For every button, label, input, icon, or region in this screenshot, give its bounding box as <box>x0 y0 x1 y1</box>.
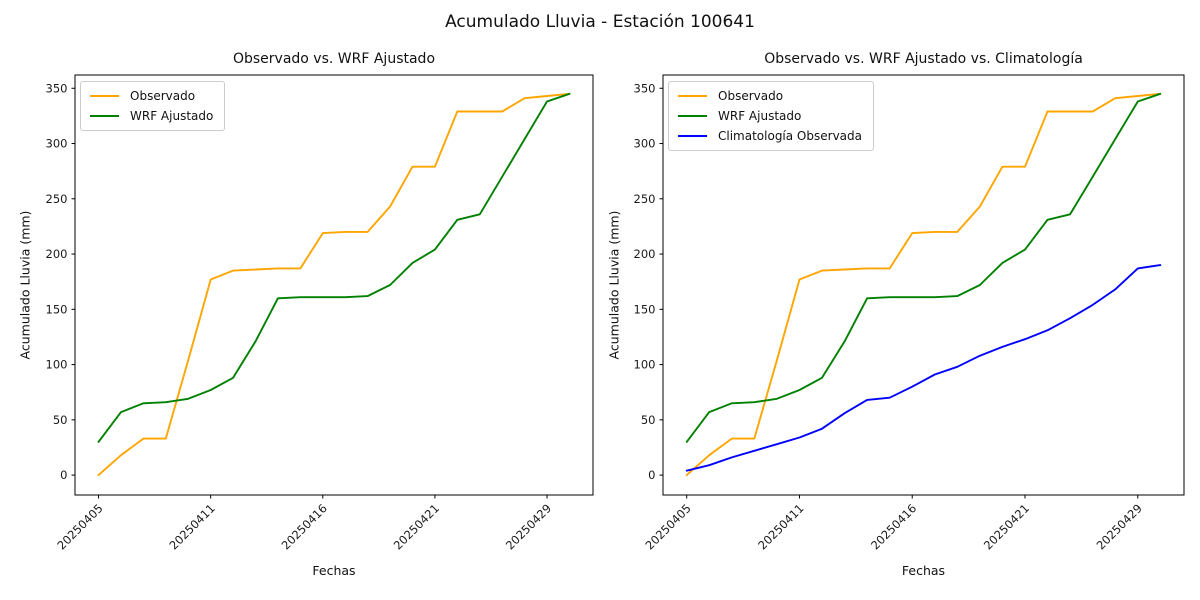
axes-border <box>662 74 1185 496</box>
y-tick-label: 50 <box>641 413 656 427</box>
y-tick-label: 350 <box>46 81 68 95</box>
x-tick-label: 20250405 <box>54 501 105 552</box>
y-tick-label: 200 <box>46 247 68 261</box>
legend-label: WRF Ajustado <box>130 109 214 123</box>
y-tick-label: 250 <box>634 192 656 206</box>
x-tick-label: 20250421 <box>981 501 1032 552</box>
x-tick-label: 20250416 <box>279 501 330 552</box>
figure-suptitle: Acumulado Lluvia - Estación 100641 <box>445 12 755 32</box>
series-line-observado <box>685 92 1162 477</box>
legend-item: Observado <box>90 89 213 103</box>
series-line-wrf-ajustado <box>97 92 571 443</box>
y-tick-label: 0 <box>60 468 67 482</box>
left-x-axis-label: Fechas <box>312 563 356 578</box>
observado-line-swatch <box>678 95 707 97</box>
y-tick-label: 50 <box>53 413 68 427</box>
observado-line-swatch <box>90 95 119 97</box>
y-tick-label: 300 <box>634 137 656 151</box>
y-tick-label: 100 <box>46 358 68 372</box>
series-line-climatolog-a-observada <box>685 264 1162 472</box>
legend-label: Observado <box>130 89 196 103</box>
y-tick-label: 0 <box>648 468 655 482</box>
legend-label: Climatología Observada <box>718 129 862 143</box>
x-tick-label: 20250416 <box>868 501 919 552</box>
x-tick-label: 20250429 <box>1094 501 1145 552</box>
left-axes: 0 50 100 150 200 250 300 350 20250405 20250411 202… <box>46 74 594 553</box>
legend-item: Climatología Observada <box>678 129 862 143</box>
y-tick-label: 100 <box>634 358 656 372</box>
y-tick-label: 350 <box>634 81 656 95</box>
right-x-axis-label: Fechas <box>901 563 946 578</box>
y-tick-label: 300 <box>46 137 68 151</box>
y-tick-label: 200 <box>634 247 656 261</box>
y-tick-label: 150 <box>46 302 68 316</box>
x-tick-label: 20250421 <box>391 501 442 552</box>
legend-item: WRF Ajustado <box>678 109 862 123</box>
legend-label: WRF Ajustado <box>718 109 802 123</box>
wrf-line-swatch <box>90 115 119 117</box>
y-tick-label: 150 <box>634 302 656 316</box>
series-line-wrf-ajustado <box>685 92 1162 443</box>
climatologia-line-swatch <box>678 135 707 137</box>
x-tick-label: 20250405 <box>643 501 694 552</box>
wrf-line-swatch <box>678 115 707 117</box>
legend-label: Observado <box>718 89 784 103</box>
right-subplot-title: Observado vs. WRF Ajustado vs. Climatolo… <box>764 51 1083 67</box>
legend-item: WRF Ajustado <box>90 109 213 123</box>
left-legend: Observado WRF Ajustado <box>80 81 226 131</box>
left-subplot-title: Observado vs. WRF Ajustado <box>232 51 436 67</box>
x-tick-label: 20250429 <box>503 501 554 552</box>
legend-item: Observado <box>678 89 862 103</box>
x-tick-label: 20250411 <box>166 501 217 552</box>
series-line-observado <box>97 92 571 477</box>
right-legend: Observado WRF Ajustado Climatología Obse… <box>668 81 874 151</box>
y-tick-label: 250 <box>46 192 68 206</box>
x-tick-label: 20250411 <box>755 501 806 552</box>
axes-border <box>74 74 594 496</box>
